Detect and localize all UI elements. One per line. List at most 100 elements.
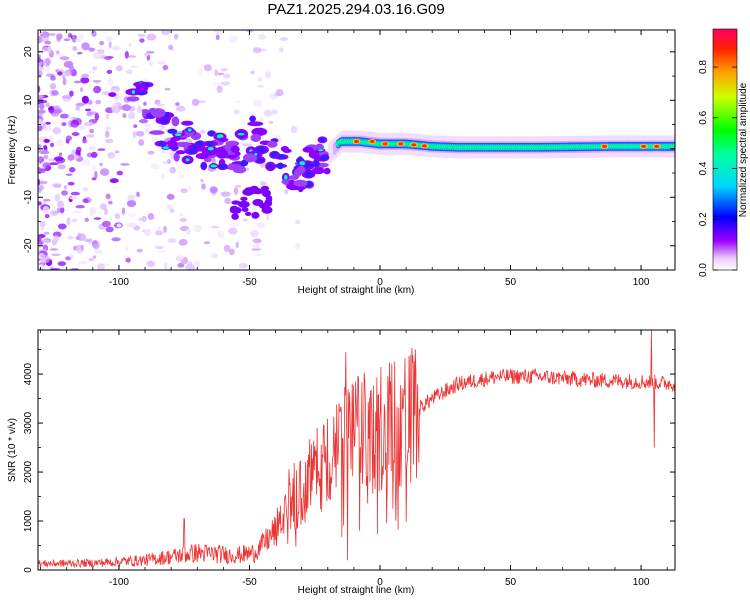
spectrogram-noise-blob [258,33,266,40]
spectrogram-noise-blob [50,75,56,81]
spectrogram-noise-blob [164,87,171,91]
spectrogram-noise-blob [128,43,132,47]
spectrogram-noise-blob [59,113,69,119]
spectrogram-ridge-blob [280,146,289,152]
spectrogram-noise-blob [38,73,43,78]
spectrogram-noise-blob [57,93,62,96]
spectrogram-noise-blob [148,60,154,67]
snr-x-tick-label: 100 [633,577,650,588]
spectrogram-noise-blob [164,262,168,270]
spectrogram-noise-blob [63,185,68,190]
spectrogram-noise-blob [138,217,147,221]
spectrogram-noise-blob [75,102,85,107]
spectrogram-ridge-blob [187,149,196,154]
spectrogram-noise-blob [157,249,166,253]
spectrogram-noise-blob [88,145,97,151]
snr-series-line [38,330,675,569]
spectrogram-noise-blob [238,262,248,269]
spectrogram-ridge-blob [261,189,271,198]
colorbar-tick-label: 0.6 [698,110,709,124]
spectrogram-noise-blob [154,230,164,236]
spectrogram-noise-blob [139,38,145,43]
spectrogram-ridge-blob [203,157,212,163]
spectrogram-noise-blob [42,206,50,213]
spectrogram-noise-blob [72,210,83,214]
spectrogram-noise-blob [91,30,97,37]
spectrogram-noise-blob [290,125,298,134]
spectrogram-y-tick-label: 10 [23,94,34,106]
spectrogram-noise-blob [257,84,265,89]
spectrogram-noise-blob [103,56,113,61]
spectrogram-noise-blob [266,213,270,221]
spectrogram-noise-blob [223,73,231,79]
spectrogram-noise-blob [241,143,252,147]
spectrogram-noise-blob [98,50,105,55]
spectrogram-noise-blob [217,230,225,238]
spectrogram-noise-blob [105,130,110,138]
spectrogram-noise-blob [39,264,43,268]
spectrogram-noise-blob [214,69,218,77]
spectrogram-noise-blob [101,220,111,228]
spectrogram-ridge-blob [237,200,250,208]
spectrogram-noise-blob [94,171,98,179]
spectrogram-noise-blob [39,220,46,228]
spectrogram-noise-blob [59,56,70,60]
spectrogram-ridge-blob [215,146,226,155]
spectrogram-noise-blob [57,223,67,230]
snr-x-tick-label: 50 [505,577,517,588]
spectrogram-noise-blob [44,214,50,219]
spectrogram-noise-blob [93,85,102,94]
spectrogram-noise-blob [66,236,75,239]
spectrogram-ridge-blob [181,120,194,126]
spectrogram-noise-blob [86,134,95,138]
spectrogram-noise-blob [104,208,109,216]
spectrogram-noise-blob [49,32,56,37]
spectrogram-noise-blob [68,34,73,38]
spectrogram-noise-blob [177,255,185,260]
spectrogram-noise-blob [157,225,161,232]
spectrogram-noise-blob [256,222,265,228]
spectrogram-speckle [38,30,301,270]
spectrogram-noise-blob [177,262,185,268]
spectrogram-noise-blob [215,34,220,41]
spectrogram-noise-blob [83,121,94,127]
spectrogram-noise-blob [157,103,166,107]
spectrogram-noise-blob [38,243,42,249]
spectrogram-y-tick-label: -10 [23,190,34,205]
spectrogram-noise-blob [38,85,41,94]
spectrogram-noise-blob [71,132,80,136]
spectrogram-noise-blob [145,127,149,133]
spectrogram-noise-blob [166,193,175,200]
spectrogram-noise-blob [104,138,114,144]
spectrogram-noise-blob [77,232,82,239]
colorbar-gradient [712,28,738,271]
spectrogram-noise-blob [99,168,110,176]
spectrogram-ridge-blob [353,139,360,144]
spectrogram-noise-blob [43,154,49,160]
spectrogram-ridge-blob [174,133,182,137]
spectrogram-noise-blob [245,167,250,171]
spectrogram-noise-blob [211,253,218,259]
spectrogram-noise-blob [38,95,45,98]
spectrogram-noise-blob [43,145,48,150]
spectrogram-noise-blob [260,117,264,123]
spectrogram-noise-blob [160,149,166,154]
spectrogram-ridge-halo [329,141,332,164]
spectrogram-ridge-blob [231,213,239,220]
spectrogram-noise-blob [175,102,180,106]
spectrogram-noise-blob [178,238,188,246]
spectrogram-noise-blob [136,248,143,253]
spectrogram-noise-blob [136,191,140,197]
spectrogram-noise-blob [41,46,50,53]
spectrogram-ridge-blob [193,143,198,151]
spectrogram-ridge-blob [177,142,190,148]
spectrogram-ridge-blob [218,137,229,143]
spectrogram-ridge-blob [158,140,164,147]
spectrogram-noise-blob [135,130,145,137]
spectrogram-frame [37,29,676,271]
spectrogram-ridge-blob [187,128,192,132]
spectrogram-noise-blob [279,47,284,53]
spectrogram-noise-blob [133,124,138,128]
spectrogram-noise-blob [81,73,90,78]
spectrogram-noise-blob [125,257,131,263]
